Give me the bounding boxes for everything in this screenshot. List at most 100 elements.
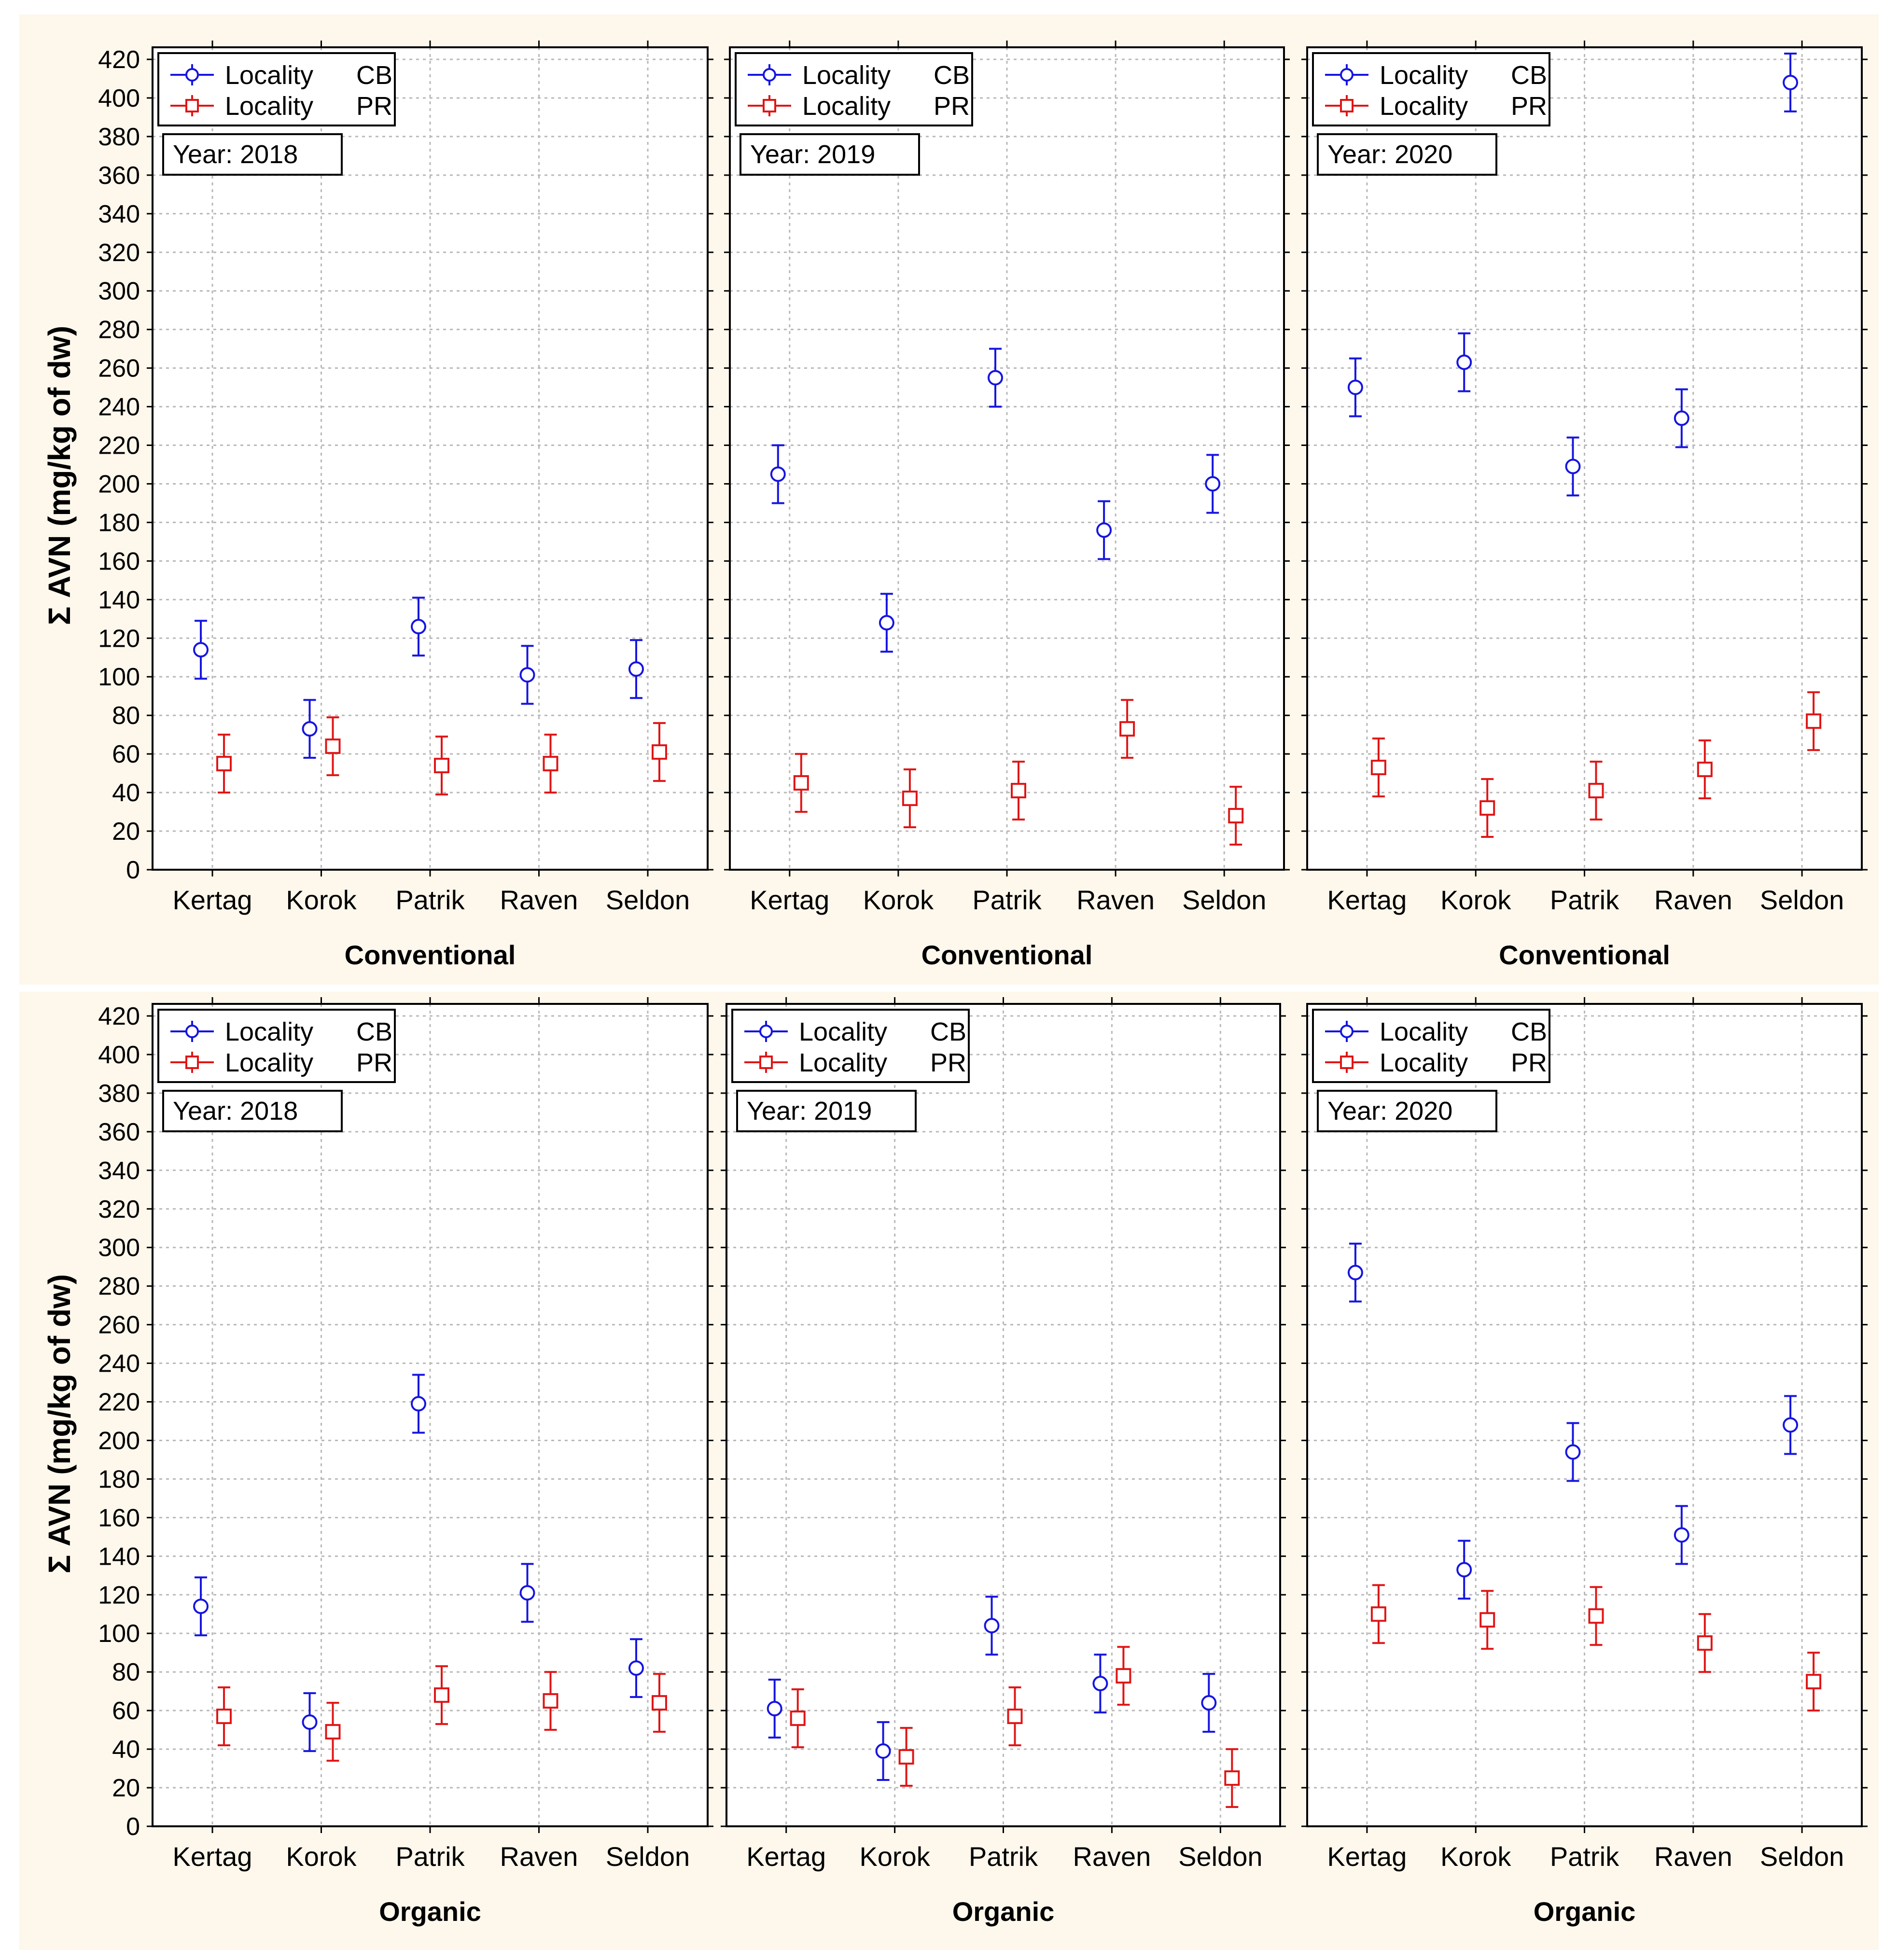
marker-circle [1456, 1562, 1472, 1578]
y-tick-label: 20 [112, 818, 140, 846]
x-tick-label: Patrik [969, 1841, 1038, 1872]
data-point [411, 1374, 426, 1434]
legend-label-code: PR [934, 92, 970, 121]
data-point [302, 1692, 318, 1752]
data-point [411, 597, 426, 657]
year-label: Year: 2018 [173, 1097, 298, 1126]
data-point [1092, 1654, 1108, 1714]
x-tick-label: Raven [500, 1841, 578, 1872]
marker-circle [1201, 1695, 1217, 1711]
y-tick-label: 240 [98, 393, 140, 421]
marker-square [325, 1724, 341, 1740]
x-tick-label: Korok [286, 885, 357, 915]
data-point [1116, 1646, 1131, 1706]
x-axis-title: Conventional [345, 940, 516, 970]
marker-square [1697, 1635, 1713, 1651]
marker-square [1007, 1709, 1023, 1724]
marker-square [434, 758, 449, 774]
y-tick-label: 0 [126, 1813, 140, 1841]
marker-circle [1674, 1527, 1689, 1543]
x-tick-label: Kertag [750, 885, 829, 915]
legend-label-code: PR [930, 1048, 966, 1077]
data-point [1806, 691, 1822, 751]
data-point [1456, 332, 1472, 392]
data-point [1456, 1540, 1472, 1600]
marker-circle [519, 667, 535, 683]
x-tick-label: Patrik [395, 1841, 465, 1872]
data-point [193, 620, 209, 680]
data-point [302, 699, 318, 759]
marker-circle [1347, 1265, 1363, 1280]
data-point [519, 645, 535, 705]
marker-circle [302, 1714, 318, 1730]
legend-label-prefix: Locality [802, 61, 891, 90]
legend: Locality CB Locality PR [157, 52, 396, 126]
plot-frame [1306, 1003, 1863, 1827]
marker-circle [628, 1660, 644, 1676]
data-point [1096, 500, 1112, 560]
y-tick-label: 340 [98, 200, 140, 228]
data-point [988, 348, 1003, 408]
data-point [1347, 357, 1363, 417]
legend-label-prefix: Locality [799, 1017, 887, 1046]
legend-label-prefix: Locality [1380, 61, 1468, 90]
data-point [1783, 1395, 1799, 1455]
data-point [543, 734, 558, 794]
y-tick-label: 200 [98, 470, 140, 498]
x-tick-label: Seldon [1760, 1841, 1844, 1872]
y-tick-label: 80 [112, 702, 140, 730]
data-point [193, 1576, 209, 1637]
legend-label-code: CB [930, 1017, 966, 1046]
y-tick-label: 0 [126, 856, 140, 884]
marker-circle [1096, 522, 1112, 538]
y-tick-label: 180 [98, 1465, 140, 1493]
x-tick-label: Seldon [606, 1841, 690, 1872]
data-point [216, 1686, 232, 1747]
data-point [790, 1688, 806, 1749]
legend-marker-circle [763, 68, 776, 82]
x-tick-label: Raven [1654, 1841, 1732, 1872]
legend-label-prefix: Locality [1380, 1017, 1468, 1046]
y-tick-label: 300 [98, 278, 140, 306]
marker-circle [1674, 410, 1689, 426]
data-point [1806, 1652, 1822, 1712]
legend-label-code: CB [934, 61, 970, 90]
x-tick-label: Patrik [395, 885, 465, 915]
data-point [1479, 778, 1495, 838]
data-point [651, 722, 667, 782]
legend-marker-square [185, 99, 199, 112]
legend: Locality CB Locality PR [735, 52, 973, 126]
data-point [1674, 1505, 1689, 1565]
data-point [984, 1596, 1000, 1656]
x-tick-label: Kertag [1327, 1841, 1407, 1872]
x-axis-title: Conventional [1499, 940, 1670, 970]
data-point [1119, 699, 1135, 759]
legend-label-prefix: Locality [1380, 1048, 1468, 1077]
data-point [434, 736, 449, 796]
marker-circle [1092, 1676, 1108, 1692]
y-tick-label: 360 [98, 1118, 140, 1146]
data-point [434, 1665, 449, 1725]
y-tick-label: 320 [98, 239, 140, 267]
marker-square [1479, 1612, 1495, 1628]
data-point [1697, 739, 1713, 800]
data-point [1370, 737, 1386, 798]
legend-label-prefix: Locality [225, 92, 313, 121]
y-tick-label: 100 [98, 1620, 140, 1648]
y-tick-label: 260 [98, 1311, 140, 1339]
marker-circle [1565, 459, 1581, 474]
data-point [1228, 786, 1244, 846]
year-box [162, 133, 343, 176]
year-box [740, 133, 920, 176]
legend-marker-circle [759, 1025, 773, 1038]
marker-circle [879, 615, 894, 631]
data-point [1007, 1686, 1023, 1747]
marker-circle [411, 619, 426, 635]
data-point [1370, 1584, 1386, 1644]
x-tick-label: Korok [1440, 885, 1511, 915]
marker-circle [1783, 1417, 1799, 1433]
legend-marker-circle [185, 1025, 199, 1038]
x-tick-label: Seldon [1178, 1841, 1262, 1872]
marker-circle [770, 466, 786, 482]
